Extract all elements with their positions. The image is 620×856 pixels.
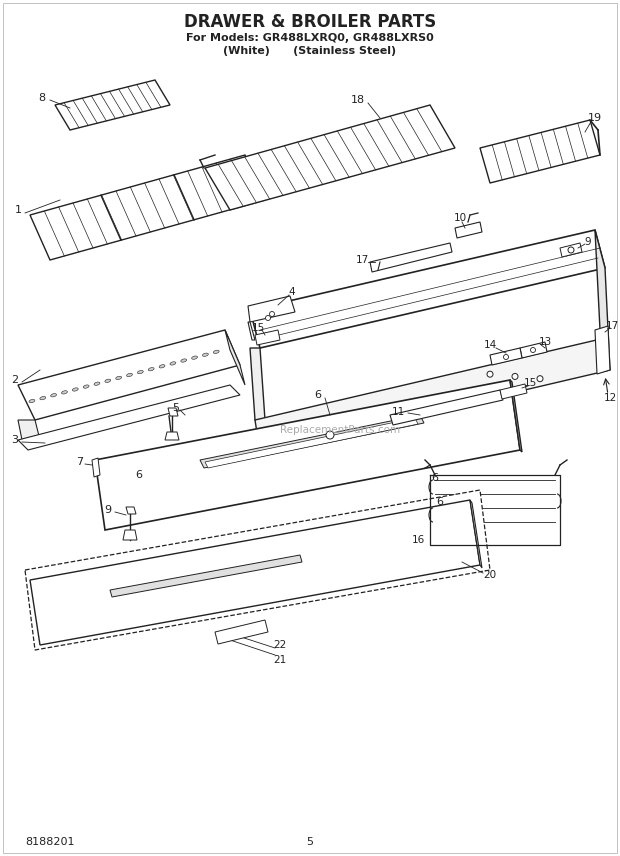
Text: 6: 6	[135, 470, 142, 480]
Ellipse shape	[213, 350, 219, 354]
Text: 19: 19	[588, 113, 602, 123]
Polygon shape	[123, 530, 137, 540]
Text: 15: 15	[523, 378, 537, 388]
Polygon shape	[18, 330, 240, 420]
Text: 22: 22	[273, 640, 286, 650]
Polygon shape	[520, 342, 547, 358]
Ellipse shape	[73, 388, 78, 391]
Text: 6: 6	[314, 390, 322, 400]
Ellipse shape	[148, 367, 154, 371]
Polygon shape	[92, 458, 100, 477]
Text: 7: 7	[76, 457, 84, 467]
Text: 8188201: 8188201	[25, 837, 74, 847]
Polygon shape	[255, 338, 610, 452]
Ellipse shape	[83, 385, 89, 389]
Polygon shape	[248, 322, 255, 340]
Ellipse shape	[51, 394, 56, 397]
Ellipse shape	[126, 373, 133, 377]
Polygon shape	[510, 380, 522, 452]
Ellipse shape	[61, 390, 68, 394]
Text: 5: 5	[306, 837, 314, 847]
Polygon shape	[18, 420, 40, 440]
Polygon shape	[205, 105, 455, 210]
Ellipse shape	[192, 356, 198, 360]
Text: 17: 17	[605, 321, 619, 331]
Polygon shape	[110, 555, 302, 597]
Polygon shape	[165, 432, 179, 440]
Text: 5: 5	[172, 403, 180, 413]
Ellipse shape	[159, 365, 165, 368]
Text: 15: 15	[251, 323, 265, 333]
Polygon shape	[490, 348, 522, 365]
Text: 20: 20	[484, 570, 497, 580]
Polygon shape	[370, 243, 452, 272]
Polygon shape	[126, 507, 136, 514]
Text: 2: 2	[11, 375, 19, 385]
Text: 17: 17	[355, 255, 369, 265]
Polygon shape	[255, 330, 280, 345]
Polygon shape	[225, 330, 245, 385]
Text: DRAWER & BROILER PARTS: DRAWER & BROILER PARTS	[184, 13, 436, 31]
Text: 16: 16	[412, 535, 425, 545]
Text: 9: 9	[585, 237, 591, 247]
Polygon shape	[168, 408, 178, 416]
Polygon shape	[215, 620, 268, 644]
Polygon shape	[18, 385, 240, 450]
Text: 12: 12	[603, 393, 617, 403]
Text: 14: 14	[484, 340, 497, 350]
Text: (White)      (Stainless Steel): (White) (Stainless Steel)	[223, 46, 397, 56]
Text: 10: 10	[453, 213, 467, 223]
Polygon shape	[30, 155, 265, 260]
Polygon shape	[205, 418, 418, 468]
Text: ReplacementParts.com: ReplacementParts.com	[280, 425, 400, 435]
Text: 21: 21	[273, 655, 286, 665]
Ellipse shape	[29, 400, 35, 402]
Ellipse shape	[40, 396, 46, 400]
Text: 11: 11	[391, 407, 405, 417]
Polygon shape	[250, 230, 605, 348]
Polygon shape	[390, 390, 503, 425]
Text: 4: 4	[289, 287, 295, 297]
Circle shape	[503, 354, 508, 360]
Polygon shape	[248, 296, 295, 322]
Ellipse shape	[94, 382, 100, 385]
Ellipse shape	[138, 371, 143, 374]
Circle shape	[568, 247, 574, 253]
Polygon shape	[30, 500, 480, 645]
Polygon shape	[560, 243, 582, 257]
Ellipse shape	[181, 359, 187, 362]
Text: 13: 13	[538, 337, 552, 347]
Text: 3: 3	[12, 435, 19, 445]
Text: 8: 8	[38, 93, 45, 103]
Polygon shape	[595, 230, 610, 370]
Circle shape	[537, 376, 543, 382]
Polygon shape	[95, 380, 520, 530]
Text: 6: 6	[432, 473, 438, 483]
Ellipse shape	[203, 353, 208, 356]
Ellipse shape	[105, 379, 111, 383]
Circle shape	[487, 372, 493, 377]
Polygon shape	[455, 222, 482, 238]
Ellipse shape	[170, 362, 176, 365]
Text: 9: 9	[104, 505, 112, 515]
Circle shape	[531, 348, 536, 353]
Ellipse shape	[116, 377, 122, 379]
Polygon shape	[500, 384, 527, 399]
Polygon shape	[250, 348, 265, 420]
Text: For Models: GR488LXRQ0, GR488LXRS0: For Models: GR488LXRQ0, GR488LXRS0	[186, 33, 434, 43]
Polygon shape	[55, 80, 170, 130]
Circle shape	[326, 431, 334, 439]
Circle shape	[512, 373, 518, 379]
Circle shape	[265, 316, 270, 320]
Polygon shape	[470, 500, 482, 568]
Polygon shape	[480, 120, 600, 183]
Polygon shape	[595, 326, 610, 374]
Text: 6: 6	[436, 497, 443, 507]
Text: 18: 18	[351, 95, 365, 105]
Text: 1: 1	[14, 205, 22, 215]
Circle shape	[270, 312, 275, 317]
Polygon shape	[25, 490, 490, 650]
Polygon shape	[200, 415, 424, 468]
